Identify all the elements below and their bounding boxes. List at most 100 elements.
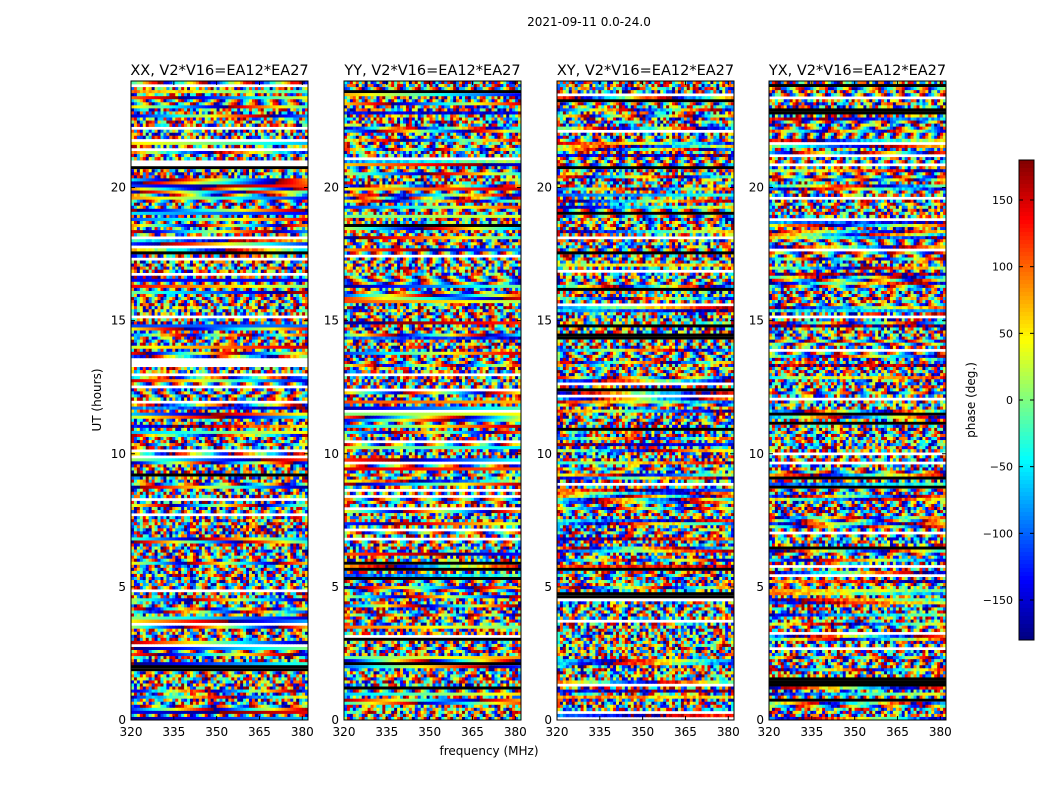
colorbar-segment (1019, 632, 1034, 637)
x-tick-label: 320 (333, 725, 356, 739)
colorbar-segment (1019, 568, 1034, 573)
y-tick-label: 5 (756, 580, 764, 594)
colorbar-segment (1019, 224, 1034, 229)
colorbar-segment (1019, 516, 1034, 521)
colorbar-segment (1019, 328, 1034, 333)
colorbar-segment (1019, 260, 1034, 265)
y-axis-label: UT (hours) (90, 368, 104, 431)
colorbar-segment (1019, 416, 1034, 421)
colorbar-segment (1019, 612, 1034, 617)
colorbar-segment (1019, 480, 1034, 485)
colorbar-segment (1019, 160, 1034, 165)
panel-title: XX, V2*V16=EA12*EA27 (130, 63, 308, 79)
colorbar-segment (1019, 424, 1034, 429)
colorbar-tick-label: −50 (990, 461, 1013, 474)
colorbar-segment (1019, 396, 1034, 401)
colorbar-segment (1019, 304, 1034, 309)
x-tick-label: 365 (248, 725, 271, 739)
colorbar-segment (1019, 340, 1034, 345)
colorbar-segment (1019, 580, 1034, 585)
x-tick-label: 320 (758, 725, 781, 739)
colorbar-segment (1019, 252, 1034, 257)
colorbar-segment (1019, 536, 1034, 541)
colorbar-segment (1019, 172, 1034, 177)
colorbar-segment (1019, 620, 1034, 625)
colorbar-segment (1019, 624, 1034, 629)
colorbar-segment (1019, 288, 1034, 293)
colorbar-segment (1019, 524, 1034, 529)
y-tick-label: 0 (118, 713, 126, 727)
panels-group: XX, V2*V16=EA12*EA27 320 335 350 365 380 0 5 10 1… (111, 63, 952, 739)
colorbar-segment (1019, 408, 1034, 413)
colorbar-segment (1019, 300, 1034, 305)
colorbar-segment (1019, 432, 1034, 437)
panel-4: YX, V2*V16=EA12*EA27 320 335 350 365 380 0 5 10 1… (749, 63, 952, 739)
colorbar-segment (1019, 488, 1034, 493)
panel-title: YX, V2*V16=EA12*EA27 (768, 63, 946, 79)
colorbar-segment (1019, 460, 1034, 465)
colorbar: 150 100 50 0 −50 −100 −150 (983, 159, 1035, 641)
colorbar-segment (1019, 548, 1034, 553)
colorbar-segment (1019, 216, 1034, 221)
colorbar-segment (1019, 500, 1034, 505)
x-tick-label: 380 (717, 725, 740, 739)
colorbar-segment (1019, 564, 1034, 569)
colorbar-segment (1019, 592, 1034, 597)
x-tick-label: 350 (205, 725, 228, 739)
colorbar-segment (1019, 344, 1034, 349)
y-tick-label: 20 (537, 181, 552, 195)
colorbar-label: phase (deg.) (964, 362, 978, 438)
colorbar-segment (1019, 596, 1034, 601)
colorbar-segment (1019, 280, 1034, 285)
colorbar-segment (1019, 320, 1034, 325)
panel-title: YY, V2*V16=EA12*EA27 (343, 63, 520, 79)
y-tick-label: 0 (756, 713, 764, 727)
y-tick-label: 0 (544, 713, 552, 727)
y-tick-label: 5 (544, 580, 552, 594)
colorbar-segment (1019, 392, 1034, 397)
y-tick-label: 20 (749, 181, 764, 195)
colorbar-segment (1019, 520, 1034, 525)
colorbar-segment (1019, 448, 1034, 453)
colorbar-segment (1019, 456, 1034, 461)
colorbar-segment (1019, 352, 1034, 357)
colorbar-segment (1019, 388, 1034, 393)
y-tick-label: 10 (537, 447, 552, 461)
colorbar-segment (1019, 476, 1034, 481)
x-tick-label: 365 (886, 725, 909, 739)
y-tick-label: 20 (111, 181, 126, 195)
colorbar-segment (1019, 380, 1034, 385)
colorbar-segment (1019, 616, 1034, 621)
colorbar-segment (1019, 256, 1034, 261)
colorbar-segment (1019, 608, 1034, 613)
colorbar-segment (1019, 264, 1034, 269)
colorbar-segment (1019, 324, 1034, 329)
colorbar-tick-label: 50 (999, 327, 1013, 340)
colorbar-segment (1019, 268, 1034, 273)
colorbar-segment (1019, 188, 1034, 193)
y-tick-label: 10 (749, 447, 764, 461)
x-axis-label: frequency (MHz) (439, 744, 538, 758)
colorbar-segment (1019, 504, 1034, 509)
panel-1: XX, V2*V16=EA12*EA27 320 335 350 365 380 0 5 10 1… (111, 63, 314, 739)
colorbar-segment (1019, 404, 1034, 409)
colorbar-segment (1019, 164, 1034, 169)
colorbar-segment (1019, 584, 1034, 589)
colorbar-segment (1019, 220, 1034, 225)
colorbar-segment (1019, 444, 1034, 449)
colorbar-segment (1019, 588, 1034, 593)
colorbar-segment (1019, 496, 1034, 501)
y-tick-label: 15 (324, 314, 339, 328)
colorbar-segment (1019, 492, 1034, 497)
colorbar-segment (1019, 468, 1034, 473)
colorbar-segment (1019, 532, 1034, 537)
y-tick-label: 10 (111, 447, 126, 461)
colorbar-segment (1019, 360, 1034, 365)
y-tick-label: 5 (331, 580, 339, 594)
panel-frame (130, 80, 309, 721)
colorbar-segment (1019, 412, 1034, 417)
colorbar-segment (1019, 436, 1034, 441)
colorbar-segment (1019, 200, 1034, 205)
colorbar-segment (1019, 196, 1034, 201)
colorbar-segment (1019, 376, 1034, 381)
